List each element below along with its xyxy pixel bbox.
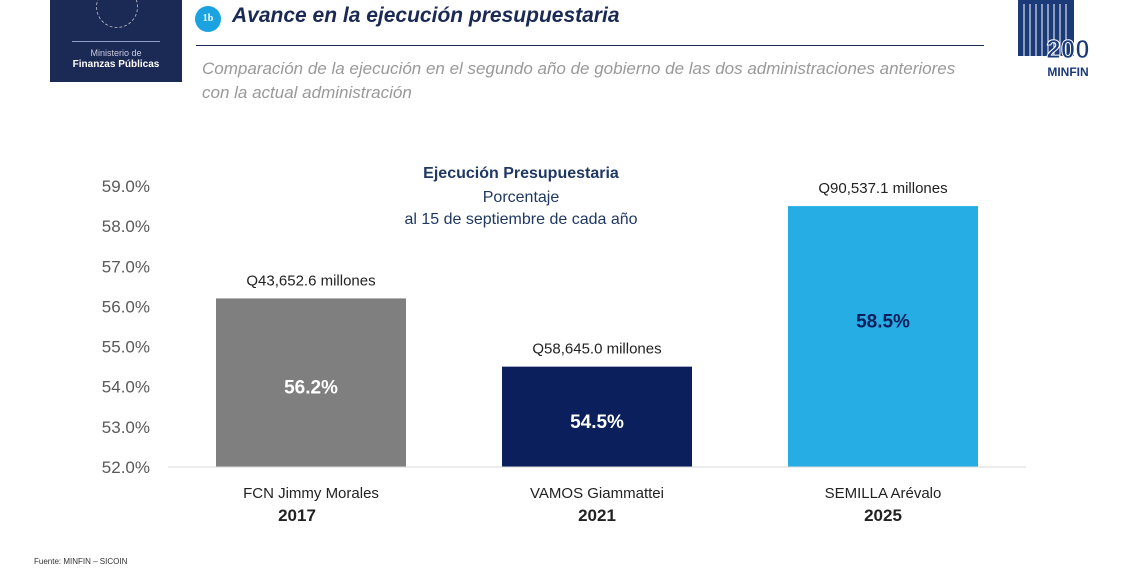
bar xyxy=(502,366,692,467)
y-tick-label: 54.0% xyxy=(102,378,150,397)
y-tick-label: 55.0% xyxy=(102,338,150,357)
bar-value-label: 58.5% xyxy=(856,312,910,333)
page-title: Avance en la ejecución presupuestaria xyxy=(232,4,620,27)
section-badge: 1b xyxy=(195,6,221,32)
y-tick-label: 53.0% xyxy=(102,418,150,437)
svg-text:200: 200 xyxy=(1046,34,1089,64)
bar xyxy=(788,206,978,467)
bar-amount-label: Q90,537.1 millones xyxy=(818,180,947,197)
bar-amount-label: Q43,652.6 millones xyxy=(246,272,375,289)
source-note: Fuente: MINFIN – SICOIN xyxy=(34,557,128,566)
y-tick-label: 58.0% xyxy=(102,217,150,236)
y-tick-label: 56.0% xyxy=(102,297,150,316)
y-tick-label: 52.0% xyxy=(102,458,150,477)
anniversary-logo: 200 MINFIN xyxy=(1010,0,1102,90)
svg-text:MINFIN: MINFIN xyxy=(1047,65,1088,79)
divider xyxy=(196,45,984,46)
x-year-label: 2021 xyxy=(578,506,616,525)
chart-subtitle-1: Porcentaje xyxy=(483,189,560,206)
x-category-label: FCN Jimmy Morales xyxy=(243,485,379,502)
x-year-label: 2025 xyxy=(864,506,902,525)
bar-value-label: 56.2% xyxy=(284,378,338,399)
x-category-label: VAMOS Giammattei xyxy=(530,485,664,502)
bar-value-label: 54.5% xyxy=(570,412,624,433)
logo-line1: Ministerio de xyxy=(90,48,142,58)
x-category-label: SEMILLA Arévalo xyxy=(825,485,942,502)
chart-title: Ejecución Presupuestaria xyxy=(423,165,619,182)
chart-subtitle-2: al 15 de septiembre de cada año xyxy=(404,211,637,228)
logo-line2: Finanzas Públicas xyxy=(72,59,160,70)
y-tick-label: 59.0% xyxy=(102,177,150,196)
bar-amount-label: Q58,645.0 millones xyxy=(532,341,661,358)
y-tick-label: 57.0% xyxy=(102,257,150,276)
bar xyxy=(216,298,406,467)
x-year-label: 2017 xyxy=(278,506,316,525)
page-subtitle: Comparación de la ejecución en el segund… xyxy=(202,59,956,102)
ministry-logo: Ministerio de Finanzas Públicas xyxy=(50,0,182,82)
